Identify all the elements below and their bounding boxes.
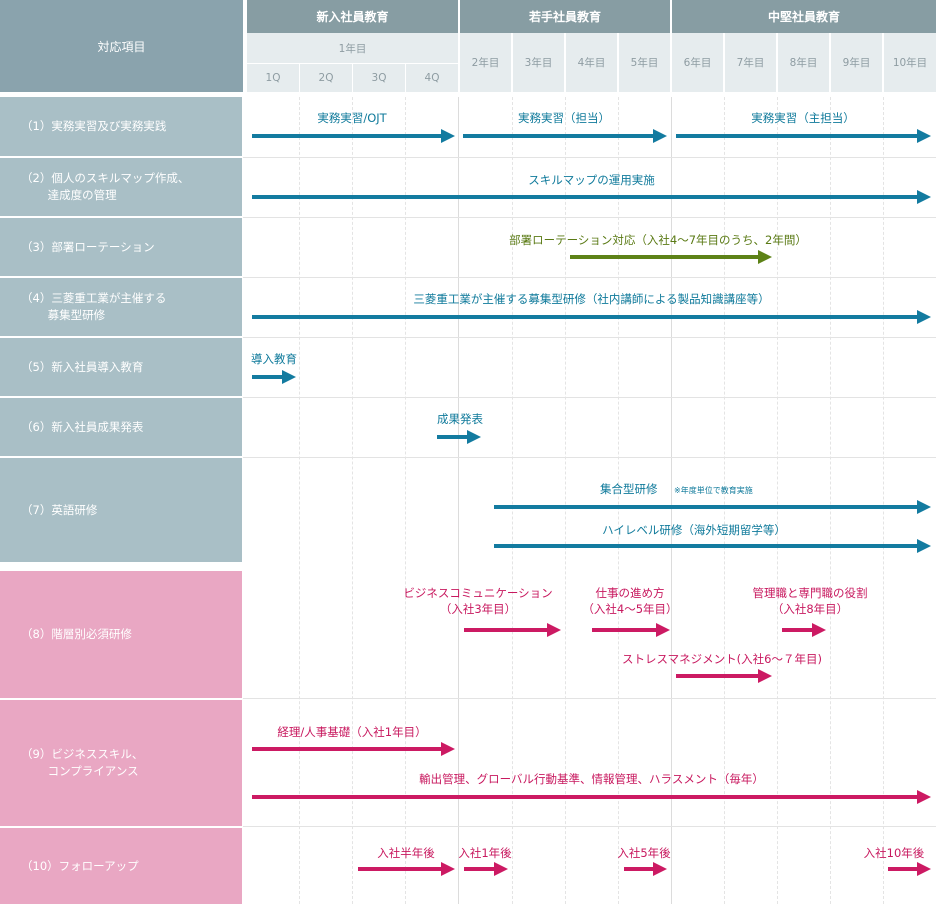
label-yushutsu: 輸出管理、グローバル行動基準、情報管理、ハラスメント（毎年） xyxy=(419,772,764,786)
grid-line xyxy=(883,97,884,904)
arrow-stress xyxy=(676,669,772,683)
quarter-3q: 3Q xyxy=(353,64,405,92)
grid-line xyxy=(512,97,513,904)
row-divider xyxy=(243,397,936,398)
row-label-1: （1）実務実習及び実務実践 xyxy=(0,97,242,156)
grid-line xyxy=(405,97,406,904)
label-shugo-note: ※年度単位で教育実施 xyxy=(674,486,753,495)
row-label-10: （10）フォローアップ xyxy=(0,828,242,904)
row-label-9: （9）ビジネススキル、 コンプライアンス xyxy=(0,700,242,826)
label-followup-half-year: 入社半年後 xyxy=(377,846,435,860)
arrow-dounyu xyxy=(252,370,296,384)
label-rotation: 部署ローテーション対応（入社4〜7年目のうち、2年間） xyxy=(509,233,807,247)
grid-line xyxy=(565,97,566,904)
label-followup-1-year: 入社1年後 xyxy=(458,846,512,860)
grid-line xyxy=(671,97,672,904)
quarter-1q: 1Q xyxy=(247,64,299,92)
arrow-yushutsu xyxy=(252,790,931,804)
row-divider xyxy=(243,277,936,278)
label-kanri-year: （入社8年目） xyxy=(771,602,849,616)
label-shigoto: 仕事の進め方 xyxy=(595,586,665,600)
label-bizcomm: ビジネスコミュニケーション xyxy=(403,586,553,600)
label-bosyu: 三菱重工業が主催する募集型研修（社内講師による製品知識講座等） xyxy=(413,292,770,306)
year-6-header: 6年目 xyxy=(672,33,723,92)
arrow-seika xyxy=(437,430,481,444)
row-divider xyxy=(243,217,936,218)
label-shigoto-year: （入社4〜5年目） xyxy=(582,602,678,616)
label-shutanto: 実務実習（主担当） xyxy=(751,111,855,125)
arrow-rotation xyxy=(570,250,772,264)
grid-line xyxy=(458,97,459,904)
arrow-followup-half-year xyxy=(358,862,455,876)
year-8-header: 8年目 xyxy=(778,33,829,92)
grid-line xyxy=(830,97,831,904)
row-divider xyxy=(243,337,936,338)
arrow-shutanto xyxy=(676,129,931,143)
year-7-header: 7年目 xyxy=(725,33,776,92)
label-stress: ストレスマネジメント(入社6〜７年目) xyxy=(622,652,822,666)
label-kanri: 管理職と専門職の役割 xyxy=(752,586,868,600)
row-label-2: （2）個人のスキルマップ作成、 達成度の管理 xyxy=(0,158,242,216)
group-new-employee: 新入社員教育 xyxy=(247,0,458,33)
arrow-bosyu xyxy=(252,310,931,324)
arrow-shigoto xyxy=(592,623,670,637)
arrow-tanto xyxy=(463,129,667,143)
row-divider xyxy=(243,698,936,699)
year-9-header: 9年目 xyxy=(831,33,882,92)
row-divider xyxy=(243,826,936,827)
year-3-header: 3年目 xyxy=(513,33,564,92)
label-seika: 成果発表 xyxy=(437,412,483,426)
arrow-kanri xyxy=(782,623,826,637)
label-dounyu: 導入教育 xyxy=(251,352,297,366)
row-divider xyxy=(243,457,936,458)
label-followup-5-year: 入社5年後 xyxy=(617,846,671,860)
label-highlevel: ハイレベル研修（海外短期留学等） xyxy=(602,523,786,537)
label-keiri: 経理/人事基礎（入社1年目） xyxy=(277,725,427,739)
label-tanto: 実務実習（担当） xyxy=(518,111,610,125)
year-5-header: 5年目 xyxy=(619,33,670,92)
arrow-ojt xyxy=(252,129,455,143)
year-1-header: 1年目 xyxy=(247,33,458,63)
label-bizcomm-year: （入社3年目） xyxy=(439,602,517,616)
arrow-shugo xyxy=(494,500,931,514)
grid-line xyxy=(777,97,778,904)
arrow-followup-10-year xyxy=(888,862,931,876)
row-label-5: （5）新入社員導入教育 xyxy=(0,338,242,396)
group-young-employee: 若手社員教育 xyxy=(460,0,670,33)
arrow-followup-5-year xyxy=(624,862,667,876)
grid-line xyxy=(618,97,619,904)
item-column-header: 対応項目 xyxy=(0,0,243,92)
year-10-header: 10年目 xyxy=(884,33,936,92)
label-skillmap: スキルマップの運用実施 xyxy=(528,173,655,187)
grid-line xyxy=(352,97,353,904)
year-4-header: 4年目 xyxy=(566,33,617,92)
group-mid-employee: 中堅社員教育 xyxy=(672,0,936,33)
arrow-skillmap xyxy=(252,190,931,204)
year-2-header: 2年目 xyxy=(460,33,511,92)
row-label-3: （3）部署ローテーション xyxy=(0,218,242,276)
row-label-8: （8）階層別必須研修 xyxy=(0,571,242,698)
label-shugo: 集合型研修 xyxy=(600,482,658,496)
label-followup-10-year: 入社10年後 xyxy=(863,846,925,860)
row-label-7: （7）英語研修 xyxy=(0,458,242,562)
arrow-keiri xyxy=(252,742,455,756)
row-label-6: （6）新入社員成果発表 xyxy=(0,398,242,456)
arrow-bizcomm xyxy=(464,623,561,637)
label-ojt: 実務実習/OJT xyxy=(317,111,387,125)
quarter-2q: 2Q xyxy=(300,64,352,92)
arrow-highlevel xyxy=(494,539,931,553)
grid-line xyxy=(299,97,300,904)
grid-line xyxy=(724,97,725,904)
quarter-4q: 4Q xyxy=(406,64,458,92)
arrow-followup-1-year xyxy=(464,862,508,876)
row-label-4: （4）三菱重工業が主催する 募集型研修 xyxy=(0,278,242,336)
row-divider xyxy=(243,157,936,158)
